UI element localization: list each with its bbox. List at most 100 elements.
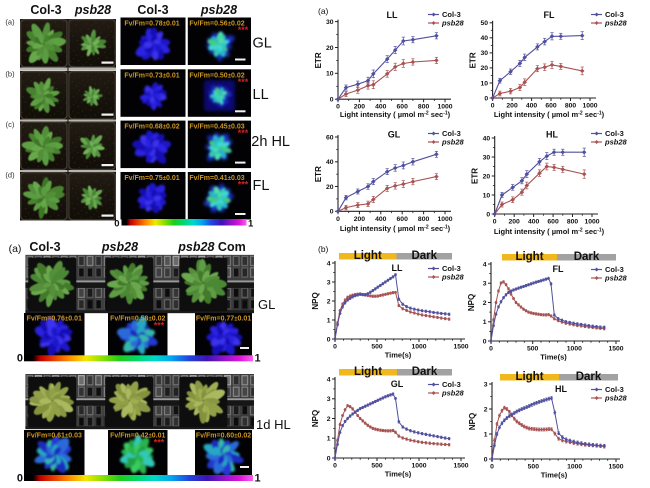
svg-text:Col-3: Col-3 — [137, 3, 168, 17]
svg-text:psb28: psb28 — [604, 19, 628, 28]
svg-text:40: 40 — [326, 159, 334, 166]
svg-text:800: 800 — [418, 104, 430, 111]
svg-text:20: 20 — [326, 45, 334, 52]
svg-text:3: 3 — [484, 381, 488, 388]
svg-text:Col-3: Col-3 — [442, 264, 461, 273]
svg-text:LL: LL — [387, 10, 398, 20]
svg-text:0: 0 — [491, 103, 495, 110]
svg-text:psb28: psb28 — [604, 138, 628, 147]
svg-text:1500: 1500 — [608, 464, 623, 471]
svg-text:0: 0 — [486, 211, 490, 218]
svg-text:0: 0 — [330, 209, 334, 216]
svg-text:Fv/Fm=0.58±0.02: Fv/Fm=0.58±0.02 — [110, 315, 165, 322]
svg-text:600: 600 — [545, 103, 557, 110]
svg-text:FL: FL — [544, 10, 555, 20]
svg-text:1000: 1000 — [411, 463, 426, 470]
svg-text:4: 4 — [483, 261, 487, 268]
svg-text:Light: Light — [515, 251, 543, 263]
svg-text:HL: HL — [546, 130, 558, 140]
svg-text:Dark: Dark — [411, 250, 437, 262]
svg-text:0: 0 — [489, 346, 493, 353]
svg-text:1000: 1000 — [567, 346, 582, 353]
svg-text:ETR: ETR — [314, 166, 323, 182]
svg-text:psb28 Com: psb28 Com — [177, 240, 245, 254]
svg-text:3: 3 — [327, 396, 331, 403]
svg-text:200: 200 — [354, 216, 366, 223]
svg-text:Fv/Fm=0.42±0.01: Fv/Fm=0.42±0.01 — [110, 433, 165, 440]
svg-text:ETR: ETR — [314, 52, 323, 68]
svg-text:GL: GL — [258, 297, 275, 312]
svg-text:200: 200 — [354, 104, 366, 111]
svg-text:Fv/Fm=0.68±0.02: Fv/Fm=0.68±0.02 — [124, 124, 179, 131]
svg-text:Fv/Fm=0.77±0.01: Fv/Fm=0.77±0.01 — [196, 315, 251, 322]
svg-text:Col-3: Col-3 — [29, 240, 60, 254]
svg-text:Col-3: Col-3 — [442, 380, 461, 389]
svg-text:***: *** — [238, 180, 249, 190]
svg-text:(a): (a) — [5, 18, 15, 27]
svg-text:0: 0 — [336, 216, 340, 223]
svg-text:Dark: Dark — [576, 371, 602, 383]
svg-text:400: 400 — [526, 103, 538, 110]
svg-text:1000: 1000 — [582, 103, 597, 110]
svg-text:0: 0 — [333, 463, 337, 470]
svg-text:(b): (b) — [318, 244, 329, 254]
svg-text:Col-3: Col-3 — [30, 3, 61, 17]
svg-text:40: 40 — [481, 35, 489, 42]
svg-text:psb28: psb28 — [74, 3, 111, 17]
svg-text:50: 50 — [481, 20, 489, 27]
svg-text:Dark: Dark — [412, 366, 438, 378]
svg-text:1: 1 — [248, 219, 254, 230]
svg-text:NPQ: NPQ — [311, 292, 320, 309]
svg-text:1500: 1500 — [608, 346, 623, 353]
svg-text:1: 1 — [255, 353, 261, 365]
svg-text:Col-3: Col-3 — [605, 385, 624, 394]
svg-text:***: *** — [238, 128, 249, 138]
svg-text:800: 800 — [418, 216, 430, 223]
svg-text:Col-3: Col-3 — [605, 10, 624, 19]
svg-text:60: 60 — [326, 134, 334, 141]
svg-text:20: 20 — [326, 184, 334, 191]
svg-text:20: 20 — [481, 65, 489, 72]
svg-text:Fv/Fm=0.50±0.02: Fv/Fm=0.50±0.02 — [189, 72, 244, 79]
svg-text:0: 0 — [17, 353, 23, 365]
svg-text:0: 0 — [330, 97, 334, 104]
svg-text:Col-3: Col-3 — [605, 129, 624, 138]
svg-text:0: 0 — [327, 455, 331, 462]
svg-text:Light intensity ( µmol m-2 sec: Light intensity ( µmol m-2 sec-1) — [340, 110, 451, 119]
svg-text:800: 800 — [567, 219, 579, 226]
svg-text:1: 1 — [255, 472, 261, 484]
svg-text:Time(s): Time(s) — [541, 471, 568, 480]
svg-text:10: 10 — [326, 71, 334, 78]
svg-text:Fv/Fm=0.61±0.03: Fv/Fm=0.61±0.03 — [27, 433, 82, 440]
svg-text:Fv/Fm=0.75±0.01: Fv/Fm=0.75±0.01 — [124, 175, 179, 182]
svg-text:0: 0 — [333, 344, 337, 351]
svg-text:Fv/Fm=0.73±0.01: Fv/Fm=0.73±0.01 — [124, 72, 179, 79]
svg-text:400: 400 — [528, 219, 540, 226]
svg-text:Light intensity ( µmol m-2 sec: Light intensity ( µmol m-2 sec-1) — [494, 110, 605, 119]
svg-text:1: 1 — [327, 436, 331, 443]
svg-text:***: *** — [238, 77, 249, 87]
svg-text:Fv/Fm=0.41±0.03: Fv/Fm=0.41±0.03 — [189, 175, 244, 182]
svg-text:psb28: psb28 — [441, 19, 465, 28]
svg-text:(b): (b) — [5, 70, 15, 79]
svg-text:ETR: ETR — [471, 168, 480, 184]
svg-text:Light: Light — [515, 371, 543, 383]
svg-text:0: 0 — [493, 219, 497, 226]
svg-text:500: 500 — [528, 464, 540, 471]
svg-text:2: 2 — [483, 300, 487, 307]
svg-text:4: 4 — [327, 260, 331, 267]
svg-text:1500: 1500 — [453, 463, 468, 470]
svg-text:Fv/Fm=0.76±0.01: Fv/Fm=0.76±0.01 — [27, 315, 82, 322]
svg-text:30: 30 — [326, 19, 334, 26]
svg-text:400: 400 — [375, 104, 387, 111]
svg-text:500: 500 — [371, 344, 383, 351]
svg-text:GL: GL — [388, 130, 401, 140]
svg-text:600: 600 — [547, 219, 559, 226]
svg-text:Col-3: Col-3 — [442, 129, 461, 138]
svg-text:psb28: psb28 — [604, 394, 628, 403]
svg-text:2h HL: 2h HL — [251, 134, 290, 150]
svg-text:200: 200 — [506, 103, 518, 110]
svg-text:Light: Light — [354, 366, 382, 378]
svg-text:3: 3 — [327, 279, 331, 286]
svg-text:0: 0 — [484, 456, 488, 463]
